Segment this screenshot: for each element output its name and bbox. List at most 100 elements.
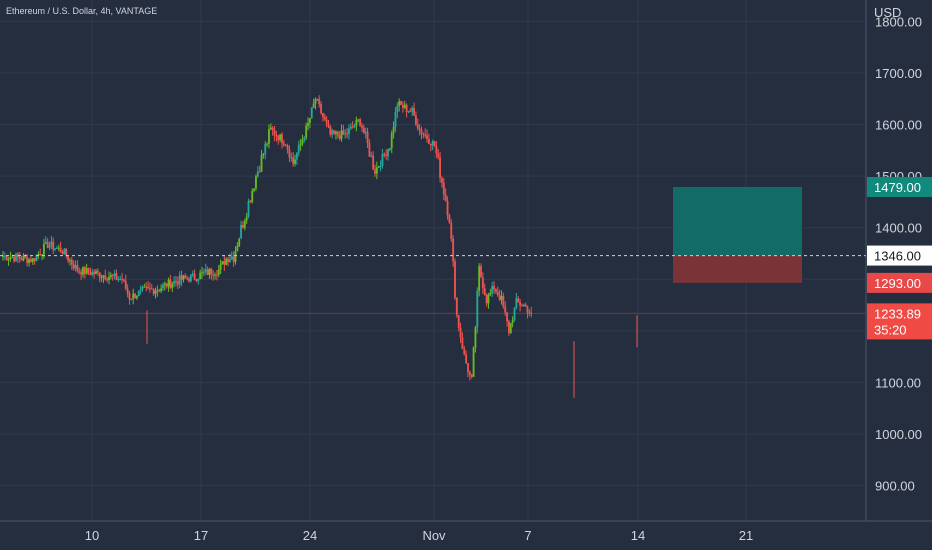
candle <box>379 160 382 172</box>
candle <box>385 149 388 160</box>
candle <box>206 266 209 276</box>
candle <box>204 263 207 275</box>
candle <box>50 235 53 250</box>
candle <box>435 141 438 159</box>
candle <box>297 140 300 157</box>
candle <box>331 128 334 139</box>
target-zone[interactable] <box>673 186 802 256</box>
candle <box>113 269 116 280</box>
candle <box>513 307 516 322</box>
candle <box>258 165 261 173</box>
candle <box>63 247 66 255</box>
candle <box>409 108 412 113</box>
candle <box>372 151 375 171</box>
candle <box>264 141 267 160</box>
candle <box>496 286 499 297</box>
candle <box>176 276 179 290</box>
candle <box>232 251 235 267</box>
candle <box>507 319 510 336</box>
candle <box>158 288 161 293</box>
candle <box>465 350 468 364</box>
candle <box>474 325 477 353</box>
candle <box>355 116 358 132</box>
candle <box>85 263 88 276</box>
candle <box>320 101 322 115</box>
candle <box>348 124 350 140</box>
candle <box>69 258 71 266</box>
candle <box>249 200 252 204</box>
candle <box>245 213 248 224</box>
candle <box>282 139 285 147</box>
candle <box>83 265 86 279</box>
candle <box>459 322 462 344</box>
candle <box>472 346 475 377</box>
candle <box>145 282 148 292</box>
candle <box>228 253 231 263</box>
candle <box>375 161 378 180</box>
candle <box>61 249 64 255</box>
candle <box>80 268 83 280</box>
svg-text:1293.00: 1293.00 <box>874 276 921 291</box>
time-axis-label: 21 <box>739 528 753 543</box>
price-axis-label: 1600.00 <box>875 118 922 133</box>
candle <box>321 112 324 122</box>
candle <box>182 274 185 283</box>
candle <box>517 296 520 304</box>
candle <box>344 129 347 139</box>
candle <box>463 345 466 356</box>
candle <box>493 281 495 294</box>
candle <box>93 269 96 279</box>
candle <box>219 259 222 275</box>
candle <box>521 303 523 307</box>
candle <box>251 188 254 204</box>
candle <box>279 134 282 143</box>
time-axis[interactable]: 10 17 24 Nov 7 14 21 <box>85 528 753 543</box>
entry-price-tag: 1346.00 <box>867 245 932 266</box>
candle <box>335 130 337 140</box>
candle <box>143 283 146 288</box>
candle <box>208 268 211 279</box>
candle <box>530 306 533 318</box>
candle <box>173 276 176 288</box>
svg-text:1233.89: 1233.89 <box>874 306 921 321</box>
stop-zone[interactable] <box>673 255 802 283</box>
candle <box>396 102 399 119</box>
candle <box>132 288 135 305</box>
candle <box>336 130 339 139</box>
candle <box>210 267 213 280</box>
candle <box>178 271 181 289</box>
candle <box>314 97 317 110</box>
candle <box>130 298 133 301</box>
candle <box>262 152 265 159</box>
candle <box>115 269 118 281</box>
candle <box>362 124 365 134</box>
candle <box>308 117 311 129</box>
candle <box>22 253 25 262</box>
candle <box>147 281 150 290</box>
candle <box>509 322 512 334</box>
candle <box>217 265 220 278</box>
candle <box>305 122 308 141</box>
candle <box>171 281 174 293</box>
candle <box>48 241 51 251</box>
candle <box>76 260 79 273</box>
candle <box>7 256 10 266</box>
candle <box>327 119 330 128</box>
candle <box>524 302 527 308</box>
candle <box>526 305 529 319</box>
candle <box>504 301 507 316</box>
candle <box>26 254 29 267</box>
candle <box>95 269 97 275</box>
candle <box>16 251 19 264</box>
candle <box>18 252 21 263</box>
risk-reward-zones[interactable] <box>673 186 802 283</box>
price-axis-label: 1400.00 <box>875 221 922 236</box>
symbol-title: Ethereum / U.S. Dollar, 4h, VANTAGE <box>6 6 158 16</box>
candle <box>400 100 402 105</box>
candle <box>225 257 228 266</box>
candle <box>266 142 269 147</box>
candle <box>491 281 494 298</box>
candle <box>247 198 250 219</box>
candle <box>405 103 408 118</box>
